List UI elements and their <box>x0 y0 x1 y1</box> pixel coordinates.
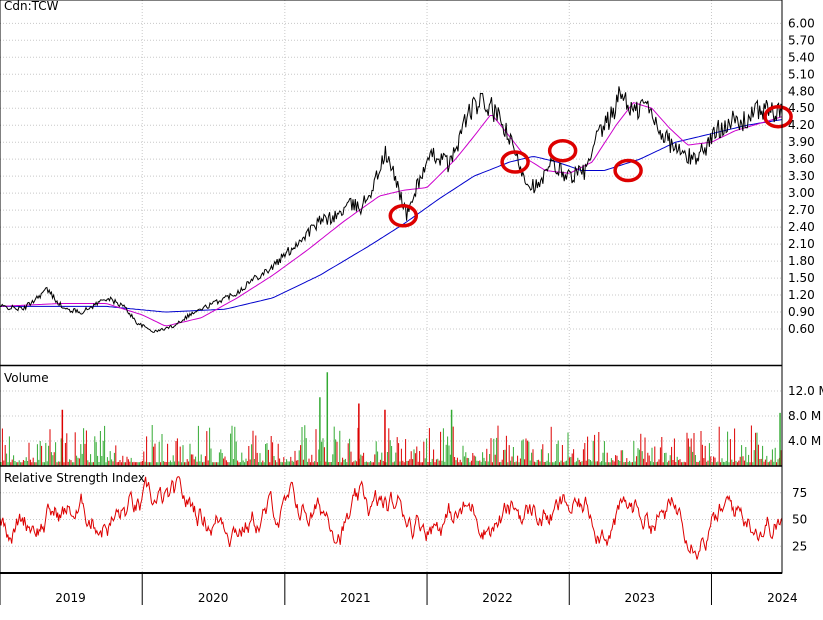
price-tick-label: 4.50 <box>788 101 815 115</box>
price-tick-label: 3.90 <box>788 135 815 149</box>
year-label: 2022 <box>482 591 513 605</box>
highlight-ellipse <box>613 158 643 183</box>
highlight-annotations <box>388 104 793 228</box>
price-tick-label: 3.00 <box>788 186 815 200</box>
price-panel-background <box>0 0 782 365</box>
price-tick-label: 4.80 <box>788 84 815 98</box>
year-label: 2019 <box>55 591 86 605</box>
volume-panel: 4.0 M 8.0 M 12.0 M Volume <box>0 366 823 466</box>
volume-tick-label: 8.0 M <box>788 409 821 423</box>
price-line <box>0 86 783 333</box>
moving-average-long-line <box>0 119 783 313</box>
price-tick-label: 5.10 <box>788 67 815 81</box>
price-tick-label: 4.20 <box>788 118 815 132</box>
price-tick-label: 3.30 <box>788 169 815 183</box>
volume-tick-label: 4.0 M <box>788 434 821 448</box>
price-tick-label: 2.10 <box>788 237 815 251</box>
year-label: 2020 <box>198 591 229 605</box>
rsi-line <box>0 476 783 560</box>
price-tick-label: 5.40 <box>788 50 815 64</box>
rsi-y-axis: 25 50 75 <box>792 486 807 554</box>
volume-title: Volume <box>4 371 49 385</box>
volume-y-axis: 4.0 M 8.0 M 12.0 M <box>788 384 823 448</box>
rsi-tick-label: 75 <box>792 486 807 500</box>
price-tick-label: 1.20 <box>788 288 815 302</box>
price-panel: 0.60 0.90 1.20 1.50 1.80 2.10 2.40 2.70 3.00 3.30… <box>0 0 815 365</box>
highlight-ellipse <box>547 138 578 163</box>
price-tick-label: 3.60 <box>788 152 815 166</box>
price-tick-label: 1.80 <box>788 254 815 268</box>
volume-grid <box>0 366 782 466</box>
rsi-panel: 25 50 75 Relative Strength Index <box>0 466 807 573</box>
moving-average-short-line <box>0 102 783 327</box>
year-label: 2023 <box>625 591 656 605</box>
price-tick-label: 1.50 <box>788 271 815 285</box>
price-title: Cdn:TCW <box>4 0 59 13</box>
rsi-title: Relative Strength Index <box>4 471 145 485</box>
price-tick-label: 2.70 <box>788 203 815 217</box>
highlight-ellipse <box>500 150 530 174</box>
highlight-ellipse <box>763 104 793 129</box>
price-tick-label: 0.60 <box>788 322 815 336</box>
volume-bars <box>0 372 782 466</box>
highlight-ellipse <box>388 204 419 228</box>
year-label: 2024 <box>767 591 798 605</box>
year-label: 2021 <box>340 591 371 605</box>
rsi-tick-label: 50 <box>792 513 807 527</box>
price-y-axis: 0.60 0.90 1.20 1.50 1.80 2.10 2.40 2.70 3.00 3.30… <box>788 16 815 336</box>
volume-tick-label: 12.0 M <box>788 384 823 398</box>
price-tick-label: 2.40 <box>788 220 815 234</box>
x-axis: 2019 2020 2021 2022 2023 2024 <box>0 573 798 605</box>
rsi-tick-label: 25 <box>792 539 807 553</box>
price-tick-label: 0.90 <box>788 305 815 319</box>
price-tick-label: 5.70 <box>788 33 815 47</box>
price-tick-label: 6.00 <box>788 16 815 30</box>
